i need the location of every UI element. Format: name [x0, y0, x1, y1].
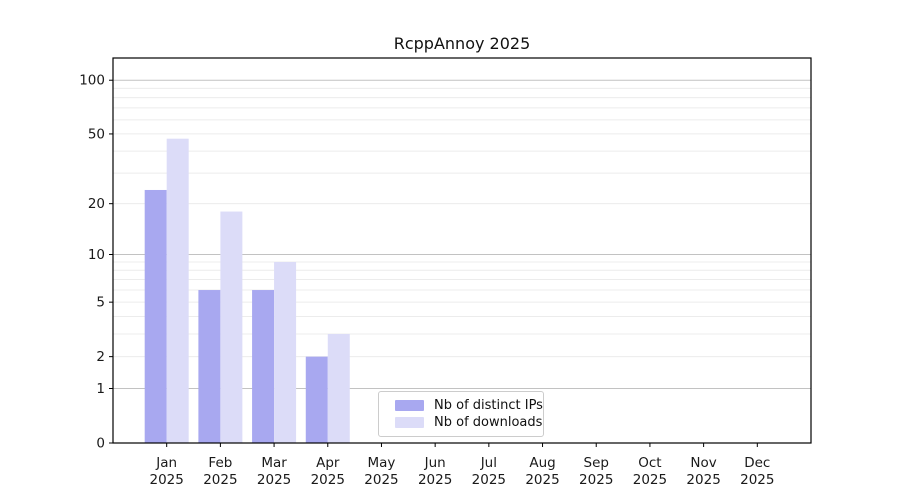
bar-feb-distinct-ips [198, 290, 221, 443]
y-tick-label: 10 [88, 247, 105, 263]
legend-label-downloads: Nb of downloads [434, 415, 543, 430]
x-tick-label-year: 2025 [686, 472, 720, 488]
x-tick-label-month: Mar [261, 455, 287, 471]
x-tick-label-month: Sep [584, 455, 609, 471]
x-tick-label-month: Apr [316, 455, 340, 471]
legend-swatch-downloads [395, 417, 424, 428]
x-tick-label-year: 2025 [579, 472, 613, 488]
x-tick-label-year: 2025 [311, 472, 345, 488]
bar-apr-downloads [327, 334, 350, 443]
x-tick-label-year: 2025 [740, 472, 774, 488]
x-tick-label-year: 2025 [203, 472, 237, 488]
bar-mar-downloads [274, 262, 297, 443]
x-tick-label-month: Nov [690, 455, 716, 471]
bar-jan-downloads [166, 138, 189, 443]
x-tick-label-month: May [368, 455, 396, 471]
legend-row-distinct-ips: Nb of distinct IPs [395, 399, 543, 412]
y-tick-label: 2 [96, 349, 105, 365]
x-tick-label-month: Jun [424, 455, 446, 471]
legend-row-downloads: Nb of downloads [395, 416, 543, 429]
bar-jan-distinct-ips [144, 189, 167, 443]
bar-feb-downloads [220, 211, 243, 443]
x-tick-label-month: Dec [744, 455, 770, 471]
y-tick-label: 5 [96, 295, 105, 311]
x-tick-label-month: Feb [208, 455, 232, 471]
y-tick-label: 50 [88, 126, 105, 142]
x-tick-label-year: 2025 [418, 472, 452, 488]
x-tick-label-month: Aug [529, 455, 555, 471]
x-tick-label-year: 2025 [472, 472, 506, 488]
x-tick-label-year: 2025 [257, 472, 291, 488]
legend-swatch-distinct-ips [395, 400, 424, 411]
x-tick-label-year: 2025 [633, 472, 667, 488]
y-tick-label: 100 [79, 73, 105, 89]
x-tick-label-year: 2025 [150, 472, 184, 488]
legend: Nb of distinct IPs Nb of downloads [378, 391, 544, 437]
plot-frame [112, 57, 812, 444]
x-tick-label-year: 2025 [364, 472, 398, 488]
chart-title: RcppAnnoy 2025 [393, 34, 531, 53]
x-tick-label-month: Jul [480, 455, 497, 471]
bar-mar-distinct-ips [252, 290, 275, 443]
x-tick-label-month: Oct [638, 455, 661, 471]
x-tick-label-month: Jan [155, 455, 177, 471]
bar-apr-distinct-ips [305, 356, 328, 443]
y-tick-label: 20 [88, 196, 105, 212]
legend-label-distinct-ips: Nb of distinct IPs [434, 398, 543, 413]
x-tick-label-year: 2025 [525, 472, 559, 488]
y-tick-label: 1 [96, 381, 105, 397]
y-tick-label: 0 [96, 436, 105, 452]
